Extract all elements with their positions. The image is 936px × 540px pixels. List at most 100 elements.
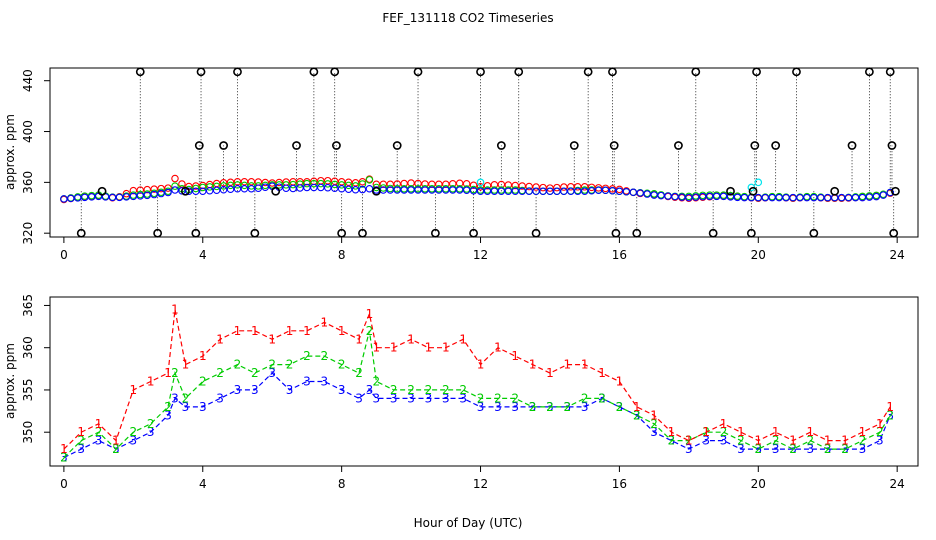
series-2-marker: 2 — [407, 383, 415, 397]
spike-point — [250, 228, 260, 238]
series-3-marker: 3 — [182, 400, 190, 414]
series-1-marker: 1 — [789, 434, 797, 448]
series-2-point — [219, 182, 228, 190]
spike-point — [531, 228, 541, 238]
spike-point — [569, 141, 579, 150]
series-2-marker: 2 — [366, 324, 374, 338]
series-2-point — [240, 181, 249, 190]
series-3-marker: 3 — [702, 434, 710, 448]
series-3-point — [74, 194, 82, 202]
series-3-marker: 3 — [355, 391, 363, 405]
series-3-point — [129, 192, 138, 201]
spike-point — [708, 228, 718, 238]
series-3-marker: 3 — [320, 375, 328, 389]
spike-point — [309, 67, 319, 77]
series-3-point — [844, 193, 853, 202]
series-2-marker: 2 — [182, 391, 190, 405]
series-2-point — [205, 183, 214, 191]
series-3-marker: 3 — [338, 383, 346, 397]
series-3-point — [455, 186, 464, 194]
spike-point — [792, 67, 801, 77]
spike-point — [194, 141, 204, 150]
series-3-marker: 3 — [737, 442, 745, 456]
series-1-point — [560, 183, 568, 191]
series-2-point — [358, 180, 367, 188]
series-1-marker: 1 — [668, 425, 676, 439]
series-3-marker: 3 — [789, 442, 797, 456]
y-tick-label: 350 — [21, 421, 35, 444]
x-tick-label: 20 — [751, 477, 766, 491]
series-2-marker: 2 — [789, 442, 797, 456]
spike-point — [847, 141, 857, 150]
series-3-marker: 3 — [366, 383, 374, 397]
series-3-point — [726, 193, 735, 201]
series-2-marker: 2 — [720, 425, 728, 439]
x-axis-label: Hour of Day (UTC) — [414, 516, 523, 530]
x-tick-label: 8 — [338, 248, 346, 262]
series-1-point — [324, 176, 332, 185]
series-1-marker: 1 — [77, 425, 85, 439]
series-3-marker: 3 — [425, 391, 433, 405]
series-3-marker: 3 — [581, 400, 589, 414]
series-3-point — [698, 192, 707, 201]
series-2-marker: 2 — [841, 442, 849, 456]
series-3-point — [143, 191, 151, 200]
series-2-marker: 2 — [581, 391, 589, 405]
series-2-marker: 2 — [772, 434, 780, 448]
series-2-marker: 2 — [320, 349, 328, 363]
series-1-point — [261, 178, 270, 187]
series-1-point — [525, 182, 533, 191]
spike-point — [809, 228, 819, 238]
series-2-point — [233, 181, 242, 189]
series-1-marker: 1 — [112, 434, 120, 448]
spike-point — [135, 67, 145, 77]
series-1-marker: 1 — [581, 358, 589, 372]
series-1-point — [539, 183, 547, 192]
x-tick-label: 8 — [338, 477, 346, 491]
series-3-marker: 3 — [390, 391, 398, 405]
series-2-point — [351, 182, 360, 190]
series-1-point — [247, 177, 256, 186]
series-2-point — [372, 183, 381, 192]
series-3-point — [247, 184, 256, 193]
series-2-marker: 2 — [668, 434, 676, 448]
series-3-point — [60, 195, 68, 203]
series-2-marker: 2 — [268, 358, 276, 372]
series-2-point — [330, 180, 339, 189]
series-1-point — [407, 179, 415, 187]
x-tick-label: 0 — [60, 248, 68, 262]
series-2-marker: 2 — [95, 425, 103, 439]
series-3-marker: 3 — [171, 391, 179, 405]
series-3-point — [560, 187, 568, 196]
series-2-point — [199, 183, 207, 192]
spike-point — [691, 67, 701, 77]
series-2-point — [379, 184, 388, 192]
series-3-point — [150, 190, 158, 199]
series-2-marker: 2 — [355, 366, 363, 380]
series-1-point — [469, 181, 478, 190]
series-2-point — [317, 179, 325, 188]
series-3-point — [886, 188, 894, 197]
series-1-line — [63, 309, 891, 450]
spike-point — [191, 228, 201, 238]
series-2-point — [289, 180, 297, 189]
spike-point — [514, 67, 524, 77]
top-ylabel: approx. ppm — [3, 114, 17, 190]
series-2-marker: 2 — [338, 358, 346, 372]
series-1-marker: 1 — [886, 400, 894, 414]
series-1-point — [587, 183, 596, 192]
series-1-marker: 1 — [720, 417, 728, 431]
series-1-marker: 1 — [407, 332, 415, 346]
series-1-marker: 1 — [182, 358, 190, 372]
series-2-marker: 2 — [112, 442, 120, 456]
series-1-point — [136, 186, 145, 194]
series-2-point — [365, 176, 374, 184]
series-3-marker: 3 — [685, 442, 693, 456]
series-1-point — [511, 181, 519, 190]
series-1-point — [344, 178, 353, 186]
series-2-marker: 2 — [737, 434, 745, 448]
spike-point — [611, 228, 621, 238]
series-3-point — [254, 184, 263, 192]
series-2-point — [344, 181, 353, 190]
